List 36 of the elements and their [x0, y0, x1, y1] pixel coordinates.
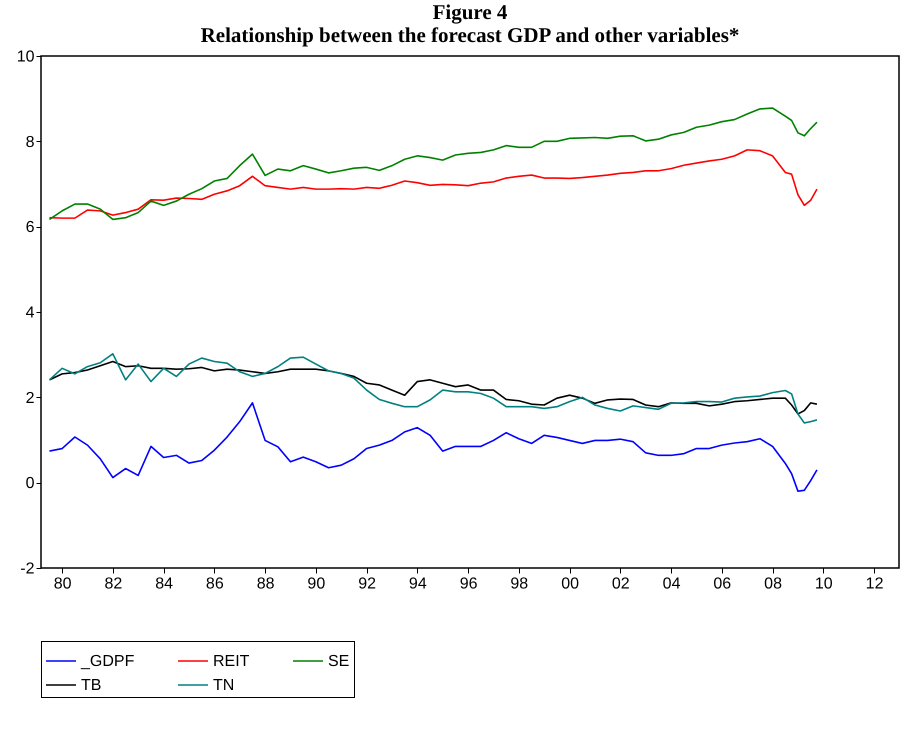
x-tick-label: 94: [408, 576, 427, 592]
y-tick-label: 0: [26, 475, 35, 492]
chart-subtitle: Relationship between the forecast GDP and other variables*: [200, 23, 740, 47]
x-tick-label: 86: [206, 576, 224, 592]
x-tick-label: 98: [510, 576, 528, 592]
x-tick-label: 92: [358, 576, 376, 592]
y-tick-label: -2: [20, 560, 35, 578]
chart-title: Figure 4: [432, 0, 508, 24]
x-tick-label: 96: [460, 576, 478, 592]
x-tick-label: 12: [866, 576, 884, 592]
legend-label: REIT: [213, 653, 250, 670]
line-series: [48, 402, 818, 492]
x-tick-label: 90: [307, 576, 326, 592]
y-tick-label: 4: [26, 304, 35, 322]
line-series: [48, 107, 818, 220]
line-series: [48, 353, 818, 424]
x-tick-label: 04: [662, 576, 681, 592]
y-tick-label: 2: [26, 390, 35, 407]
legend-label: TB: [81, 677, 102, 694]
x-tick-label: 82: [104, 576, 122, 592]
legend-label: TN: [213, 677, 234, 694]
y-tick-label: 10: [16, 48, 35, 66]
legend-label: SE: [328, 653, 350, 670]
line-series: [48, 149, 818, 219]
legend-label: _GDPF: [80, 653, 135, 670]
x-tick-label: 00: [561, 576, 580, 592]
x-tick-label: 80: [54, 576, 72, 592]
y-tick-label: 6: [26, 219, 35, 236]
x-tick-label: 88: [256, 576, 275, 592]
x-tick-label: 10: [814, 576, 833, 592]
x-tick-label: 08: [764, 576, 782, 592]
line-series: [48, 360, 818, 415]
x-tick-label: 02: [612, 576, 630, 592]
x-tick-label: 84: [155, 576, 174, 592]
x-tick-label: 06: [713, 576, 732, 592]
y-tick-label: 8: [26, 134, 35, 151]
